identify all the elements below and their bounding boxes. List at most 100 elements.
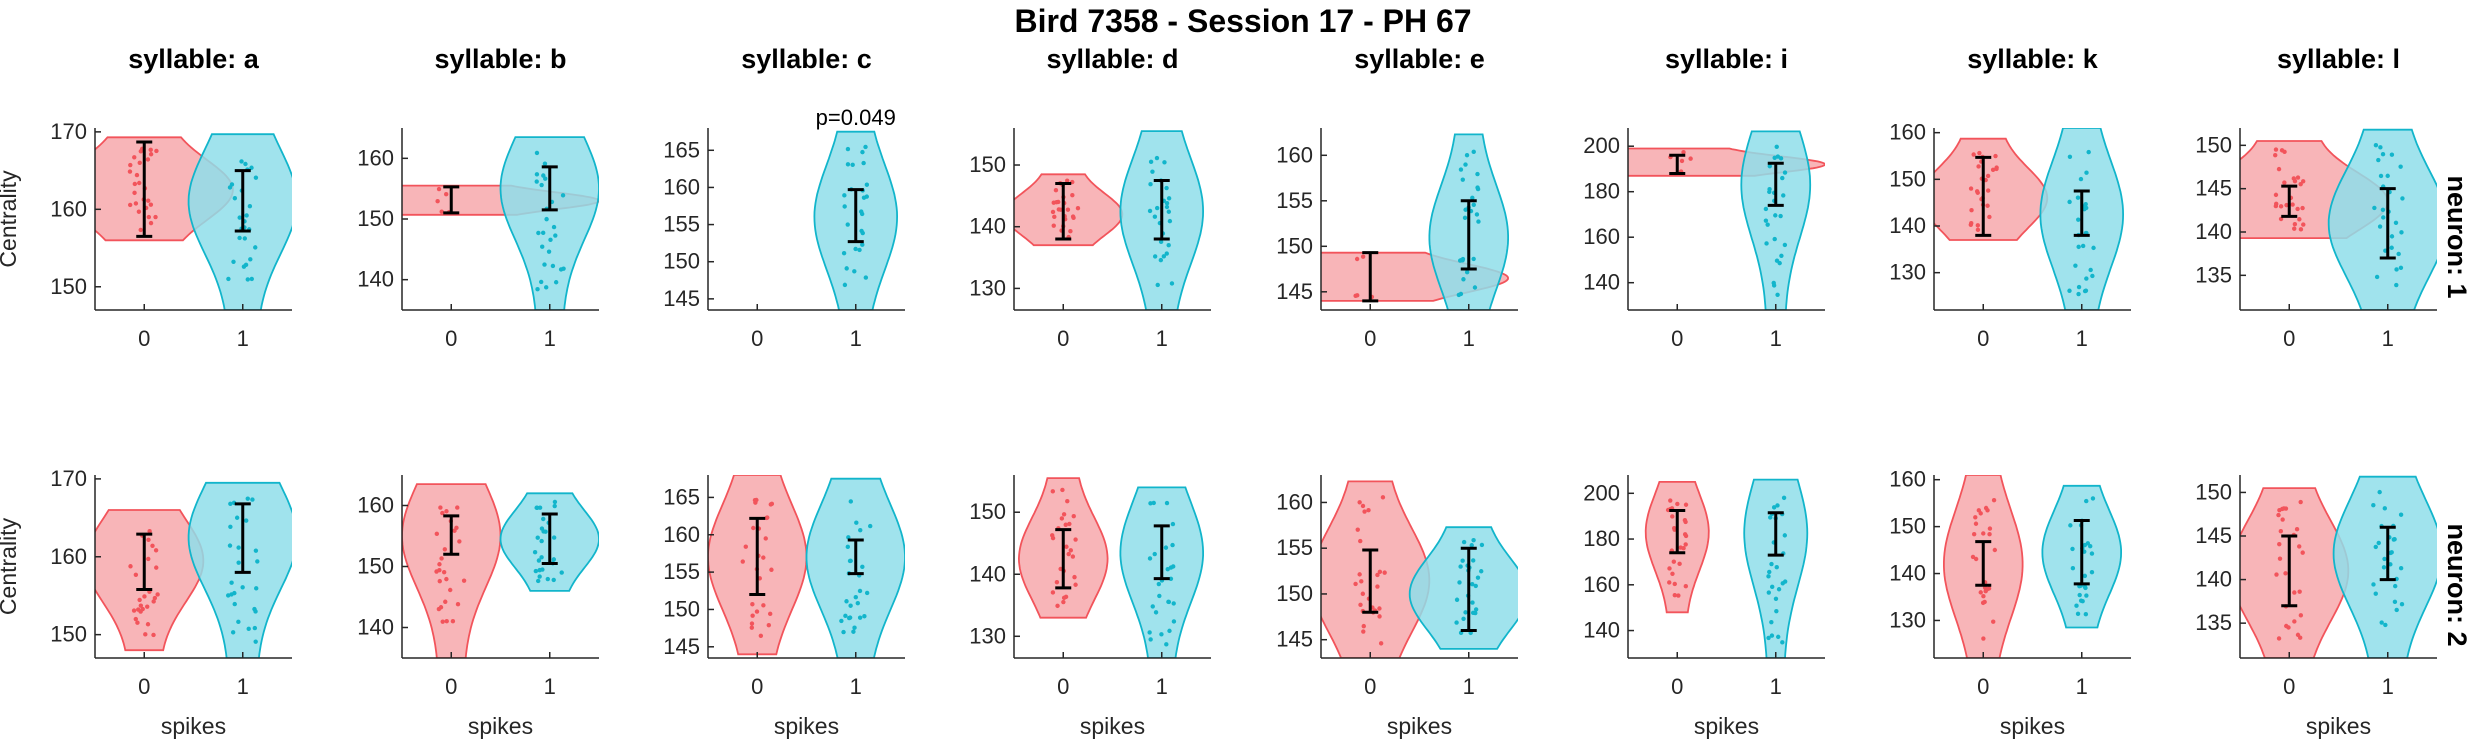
data-point — [2372, 205, 2377, 211]
data-point — [1377, 569, 1383, 575]
data-point — [1050, 209, 1056, 215]
data-point — [1677, 561, 1682, 567]
data-point — [1675, 501, 1680, 507]
data-point — [1479, 542, 1485, 548]
y-tick-label: 160 — [1889, 120, 1926, 145]
data-point — [2400, 196, 2405, 201]
data-point — [743, 544, 748, 549]
p-value-annotation: p=0.049 — [816, 105, 896, 130]
data-point — [434, 569, 439, 574]
data-point — [1055, 603, 1060, 609]
data-point — [148, 202, 154, 207]
data-point — [1992, 547, 1998, 553]
data-point — [1782, 170, 1788, 175]
data-point — [1170, 542, 1175, 548]
data-point — [2298, 613, 2304, 618]
data-point — [253, 639, 258, 644]
x-tick-label: 1 — [237, 674, 249, 699]
data-point — [2091, 245, 2096, 251]
y-tick-label: 150 — [969, 499, 1006, 524]
data-point — [1986, 586, 1992, 591]
data-point — [1166, 196, 1172, 201]
data-point — [243, 262, 249, 268]
data-point — [1971, 531, 1977, 537]
y-tick-label: 150 — [1276, 233, 1313, 258]
data-point — [1164, 201, 1170, 206]
data-point — [1154, 155, 1160, 161]
data-point — [135, 620, 140, 625]
data-point — [761, 603, 766, 608]
data-point — [853, 246, 858, 252]
data-point — [1683, 519, 1688, 525]
data-point — [136, 607, 141, 612]
data-point — [1065, 207, 1071, 212]
data-point — [1970, 554, 1976, 560]
row-label-neuron-1: neuron: 1 — [2442, 175, 2472, 298]
data-point — [1070, 554, 1076, 559]
data-point — [550, 263, 556, 269]
data-point — [155, 592, 160, 597]
violin-content — [1628, 130, 1825, 310]
data-point — [861, 160, 866, 166]
data-point — [1670, 514, 1675, 519]
data-point — [539, 555, 544, 560]
data-point — [1473, 583, 1478, 589]
data-point — [444, 576, 449, 582]
data-point — [1780, 581, 1785, 586]
data-point — [1158, 257, 1164, 263]
data-point — [1162, 160, 1167, 165]
data-point — [1360, 254, 1366, 259]
data-point — [2371, 502, 2376, 508]
data-point — [236, 560, 241, 565]
y-tick-label: 155 — [663, 559, 700, 584]
data-point — [228, 501, 233, 506]
violin-spikes-0 — [95, 509, 205, 652]
data-point — [1683, 533, 1689, 539]
data-point — [253, 548, 259, 553]
data-point — [560, 193, 566, 198]
x-axis-label: spikes — [2000, 713, 2065, 739]
data-point — [1458, 564, 1463, 569]
data-point — [2377, 224, 2383, 229]
subplot-c-neuron-2: 145 150 155 160 165 0 1 spikes — [663, 475, 905, 739]
data-point — [1061, 595, 1067, 601]
data-point — [2298, 499, 2303, 505]
data-point — [536, 558, 542, 563]
data-point — [1152, 254, 1158, 259]
data-point — [443, 192, 449, 197]
data-point — [864, 194, 869, 199]
data-point — [138, 603, 144, 608]
violin-spikes-1 — [2327, 128, 2437, 310]
data-point — [1073, 582, 1078, 587]
data-point — [1050, 535, 1056, 541]
data-point — [1068, 228, 1073, 234]
data-point — [553, 280, 559, 285]
violin-content — [2240, 475, 2437, 658]
data-point — [1171, 619, 1177, 624]
data-point — [1377, 606, 1382, 611]
data-point — [1073, 537, 1078, 542]
data-point — [1668, 498, 1673, 503]
x-tick-label: 1 — [544, 326, 556, 351]
data-point — [1150, 604, 1155, 609]
x-tick-label: 1 — [2076, 326, 2088, 351]
data-point — [1462, 215, 1468, 221]
y-tick-label: 150 — [663, 249, 700, 274]
data-point — [1683, 542, 1688, 547]
data-point — [1164, 185, 1169, 191]
data-point — [1782, 242, 1788, 248]
y-axis-label: Centrality — [0, 517, 21, 615]
subplot-title: syllable: i — [1665, 44, 1788, 74]
data-point — [2380, 152, 2386, 157]
x-tick-label: 1 — [1770, 674, 1782, 699]
data-point — [1973, 515, 1978, 520]
data-point — [534, 150, 540, 156]
data-point — [1973, 556, 1979, 562]
data-point — [1065, 499, 1070, 504]
data-point — [148, 152, 154, 157]
data-point — [243, 161, 248, 167]
data-point — [146, 198, 151, 203]
data-point — [1991, 497, 1997, 503]
data-point — [2084, 276, 2089, 281]
y-tick-label: 160 — [1276, 142, 1313, 167]
